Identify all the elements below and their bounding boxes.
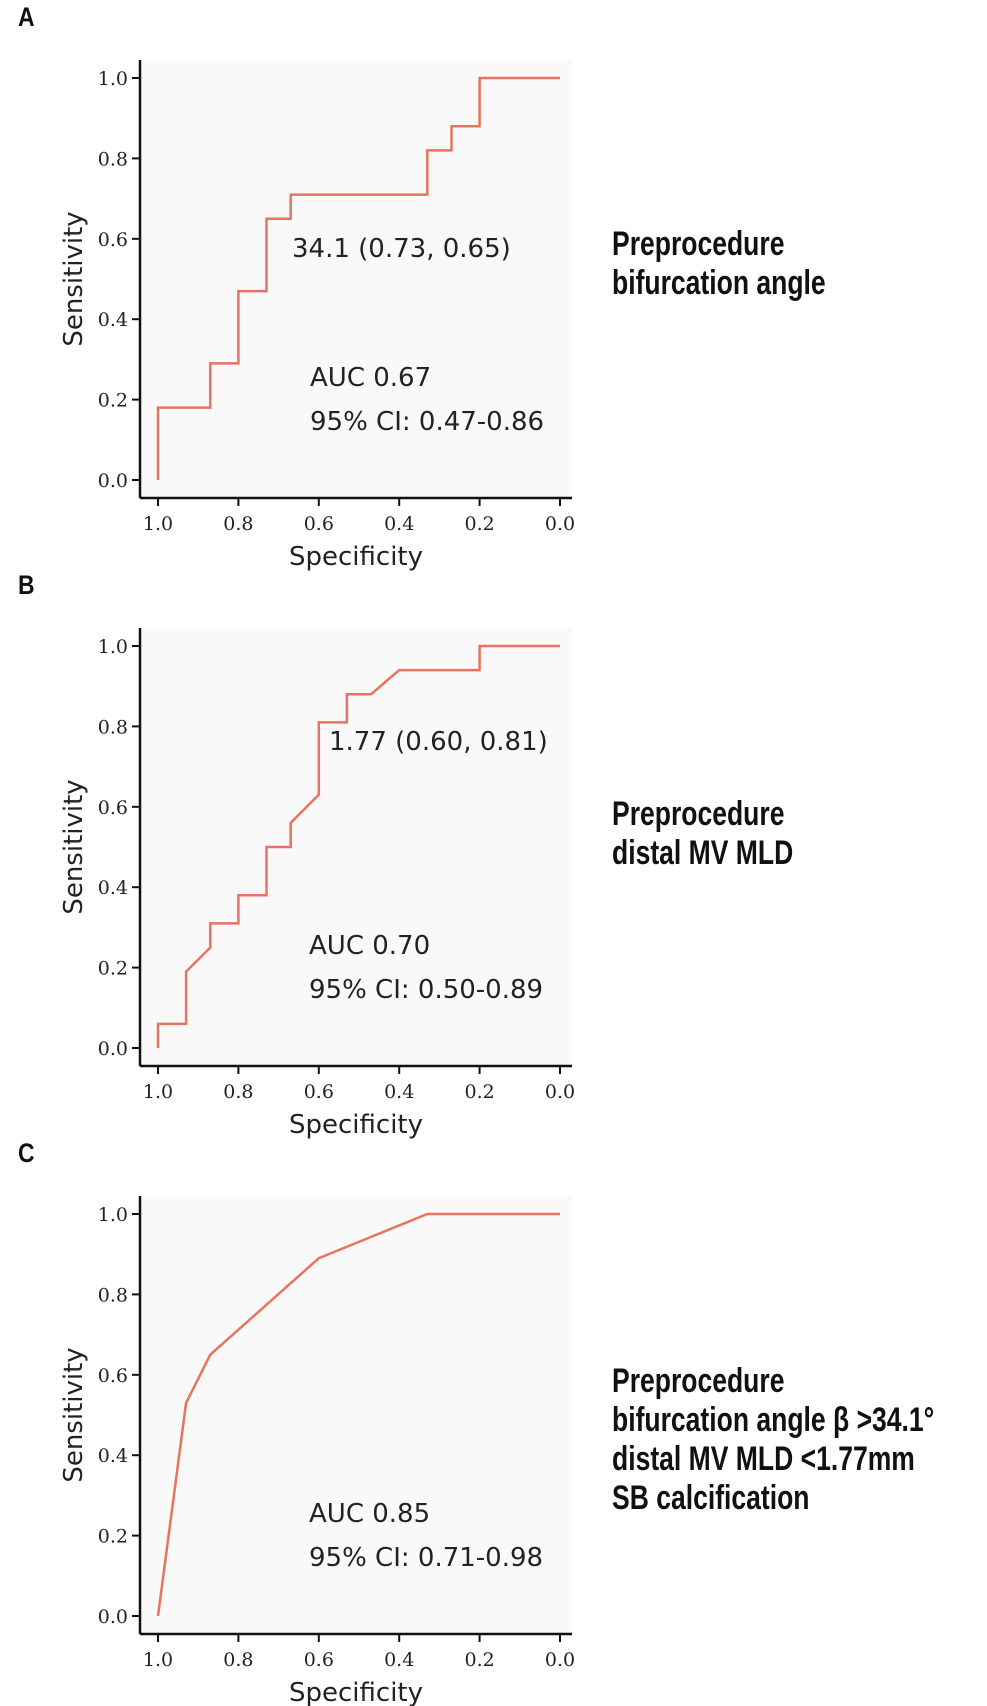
x-tick-label: 0.2 <box>464 1649 494 1671</box>
y-tick-label: 0.0 <box>98 1606 128 1628</box>
panel-letter-b: B <box>18 570 35 600</box>
y-tick-label: 0.2 <box>98 390 128 412</box>
panel-b-side-label-line-2: distal MV MLD <box>612 834 794 872</box>
x-tick-label: 0.0 <box>545 513 575 535</box>
x-tick-label: 1.0 <box>143 1649 173 1671</box>
y-tick-label: 0.0 <box>98 470 128 492</box>
roc-curve-c <box>156 1212 560 1617</box>
y-tick-label: 0.4 <box>98 309 128 331</box>
y-tick-label: 0.4 <box>98 877 128 899</box>
x-tick-label: 1.0 <box>143 513 173 535</box>
panel-a-side-label-line-1: Preprocedure <box>612 225 785 263</box>
y-tick-label: 0.8 <box>98 716 128 738</box>
y-tick-label: 0.2 <box>98 958 128 980</box>
y-tick-label: 0.8 <box>98 1284 128 1306</box>
ci-annotation: 95% CI: 0.47-0.86 <box>310 407 544 437</box>
x-tick-label: 0.4 <box>384 513 414 535</box>
panel-c-side-label-line-3: distal MV MLD <1.77mm <box>612 1440 915 1478</box>
panel-c-side-label-line-2: bifurcation angle β >34.1° <box>612 1401 935 1439</box>
y-axis-title: Sensitivity <box>59 1347 89 1482</box>
ci-annotation: 95% CI: 0.71-0.98 <box>309 1543 543 1573</box>
roc-chart-a: 0.0 0.2 0.4 0.6 0.8 1.0 1.0 0.8 0.6 0.4 0.2 0.0 Spec… <box>59 60 575 572</box>
x-tick-label: 0.0 <box>545 1081 575 1103</box>
roc-curve-b <box>156 644 560 1048</box>
x-tick-label: 0.8 <box>223 513 253 535</box>
plot-background <box>140 1196 572 1634</box>
panel-a-side-label: Preprocedure bifurcation angle <box>612 225 826 303</box>
y-tick-label: 1.0 <box>98 636 128 658</box>
y-axis-title: Sensitivity <box>59 211 89 346</box>
auc-annotation: AUC 0.85 <box>309 1499 430 1529</box>
y-tick-label: 0.8 <box>98 148 128 170</box>
x-tick-label: 0.4 <box>384 1649 414 1671</box>
cutoff-annotation: 34.1 (0.73, 0.65) <box>292 234 511 264</box>
y-tick-label: 1.0 <box>98 1204 128 1226</box>
x-axis-title: Specificity <box>289 1110 423 1140</box>
x-tick-label: 1.0 <box>143 1081 173 1103</box>
x-tick-label: 0.2 <box>464 1081 494 1103</box>
y-tick-label: 0.6 <box>98 797 128 819</box>
panel-letter-c: C <box>18 1138 35 1168</box>
y-tick-label: 0.6 <box>98 229 128 251</box>
auc-annotation: AUC 0.70 <box>309 931 430 961</box>
x-axis-title: Specificity <box>289 1678 423 1706</box>
x-tick-label: 0.8 <box>223 1081 253 1103</box>
panel-c-side-label-line-1: Preprocedure <box>612 1362 785 1400</box>
panel-b-side-label-line-1: Preprocedure <box>612 795 785 833</box>
y-tick-label: 0.6 <box>98 1365 128 1387</box>
x-axis-title: Specificity <box>289 542 423 572</box>
x-tick-label: 0.6 <box>304 1649 334 1671</box>
x-tick-label: 0.6 <box>304 1081 334 1103</box>
cutoff-annotation: 1.77 (0.60, 0.81) <box>329 727 548 757</box>
x-tick-label: 0.0 <box>545 1649 575 1671</box>
y-axis-title: Sensitivity <box>59 779 89 914</box>
ci-annotation: 95% CI: 0.50-0.89 <box>309 975 543 1005</box>
y-tick-label: 0.0 <box>98 1038 128 1060</box>
panel-c-side-label-line-4: SB calcification <box>612 1479 810 1517</box>
roc-chart-c: 0.0 0.2 0.4 0.6 0.8 1.0 1.0 0.8 0.6 0.4 0.2 0.0 Spec… <box>59 1196 575 1706</box>
y-tick-label: 0.2 <box>98 1526 128 1548</box>
roc-chart-b: 0.0 0.2 0.4 0.6 0.8 1.0 1.0 0.8 0.6 0.4 0.2 0.0 Spec… <box>59 628 575 1140</box>
x-tick-label: 0.6 <box>304 513 334 535</box>
auc-annotation: AUC 0.67 <box>310 363 431 393</box>
x-tick-label: 0.8 <box>223 1649 253 1671</box>
roc-curve-a <box>156 76 560 480</box>
panel-a-side-label-line-2: bifurcation angle <box>612 264 826 302</box>
y-tick-label: 1.0 <box>98 68 128 90</box>
panel-c-side-label: Preprocedure bifurcation angle β >34.1° … <box>612 1362 934 1518</box>
y-tick-label: 0.4 <box>98 1445 128 1467</box>
plot-background <box>140 628 572 1066</box>
panel-letter-a: A <box>18 2 35 32</box>
x-tick-label: 0.2 <box>464 513 494 535</box>
panel-b-side-label: Preprocedure distal MV MLD <box>612 795 793 873</box>
plot-background <box>140 60 572 498</box>
x-tick-label: 0.4 <box>384 1081 414 1103</box>
